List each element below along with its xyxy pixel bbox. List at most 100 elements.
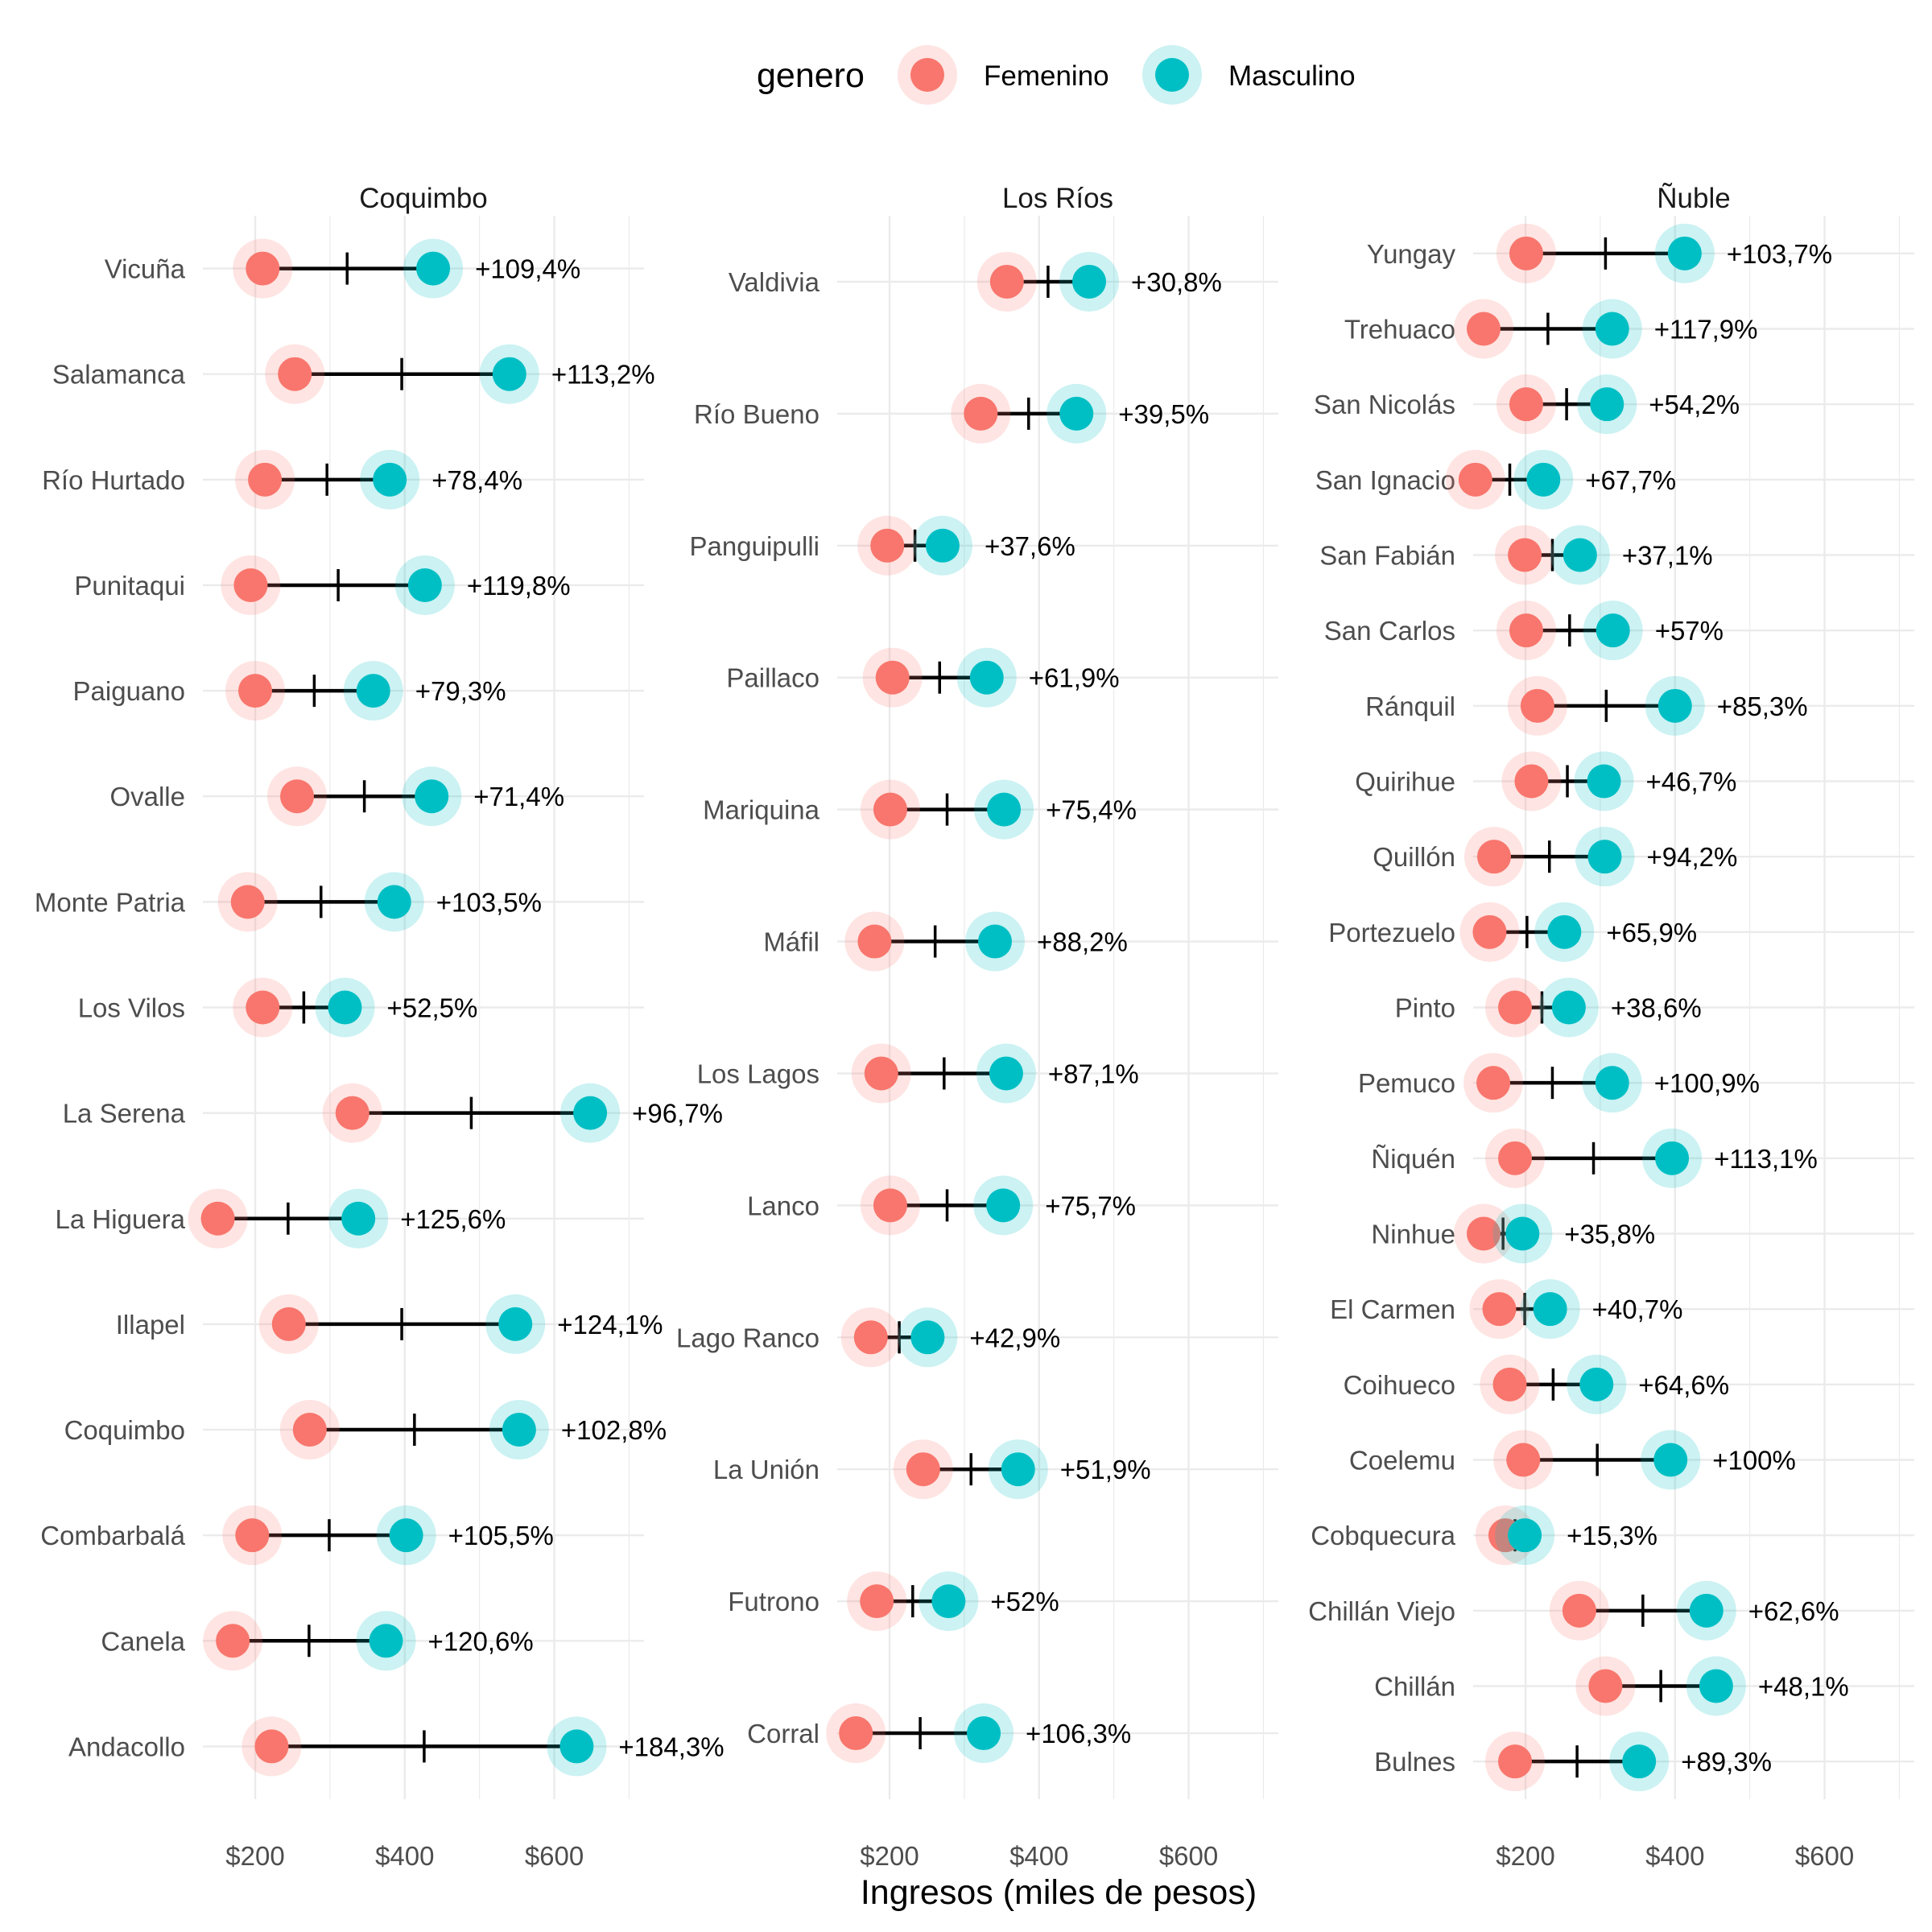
legend-masculino-dot bbox=[1155, 58, 1189, 92]
masculino-point bbox=[416, 251, 451, 286]
category-label: Futrono bbox=[728, 1587, 819, 1616]
femenino-point bbox=[1509, 613, 1543, 648]
category-label: Corral bbox=[747, 1719, 819, 1748]
category-label: Paiguano bbox=[73, 676, 185, 706]
category-label: Cobquecura bbox=[1311, 1521, 1455, 1550]
femenino-point bbox=[989, 264, 1024, 299]
masculino-point bbox=[1551, 990, 1586, 1025]
category-label: Lanco bbox=[747, 1191, 819, 1220]
gap-label: +79,3% bbox=[415, 676, 506, 706]
category-label: Ninhue bbox=[1371, 1220, 1455, 1249]
category-label: Andacollo bbox=[68, 1732, 185, 1761]
masculino-point bbox=[341, 1201, 376, 1236]
category-label: San Ignacio bbox=[1315, 465, 1455, 495]
gap-label: +35,8% bbox=[1564, 1220, 1655, 1249]
gap-label: +94,2% bbox=[1646, 842, 1737, 872]
panels: Coquimbo $200 $400 $600 Vicuña +109,4% Salaman… bbox=[35, 183, 1914, 1871]
femenino-point bbox=[873, 792, 907, 827]
masculino-point bbox=[1657, 688, 1692, 723]
category-label: Illapel bbox=[116, 1310, 185, 1340]
masculino-point bbox=[1526, 462, 1561, 497]
x-axis-title: Ingresos (miles de pesos) bbox=[861, 1873, 1257, 1912]
category-label: La Higuera bbox=[56, 1204, 186, 1234]
femenino-point bbox=[1498, 1744, 1533, 1779]
legend-femenino-label: Femenino bbox=[984, 60, 1109, 92]
masculino-point bbox=[986, 1188, 1021, 1223]
category-label: Monte Patria bbox=[35, 887, 186, 917]
category-label: Mariquina bbox=[703, 795, 820, 825]
gap-label: +78,4% bbox=[431, 465, 522, 495]
panel-0: Coquimbo $200 $400 $600 Vicuña +109,4% Salaman… bbox=[35, 183, 724, 1871]
femenino-point bbox=[873, 1188, 907, 1223]
category-label: Yungay bbox=[1367, 239, 1456, 269]
category-label: Río Hurtado bbox=[42, 465, 185, 495]
masculino-point bbox=[1667, 236, 1702, 270]
masculino-point bbox=[1590, 387, 1624, 422]
gap-label: +102,8% bbox=[561, 1415, 667, 1445]
masculino-point bbox=[1595, 1066, 1629, 1100]
masculino-point bbox=[328, 990, 362, 1025]
femenino-point bbox=[864, 1056, 898, 1091]
femenino-point bbox=[1509, 236, 1543, 270]
category-label: Canela bbox=[101, 1626, 185, 1656]
masculino-point bbox=[1505, 1216, 1540, 1251]
masculino-point bbox=[502, 1413, 536, 1447]
femenino-point bbox=[1562, 1593, 1596, 1628]
gap-label: +103,7% bbox=[1727, 239, 1832, 269]
gap-label: +61,9% bbox=[1029, 663, 1120, 693]
category-label: Chillán bbox=[1374, 1672, 1455, 1702]
category-label: Coquimbo bbox=[64, 1415, 185, 1445]
category-label: Vicuña bbox=[105, 254, 186, 284]
femenino-point bbox=[860, 1584, 894, 1619]
gap-label: +52% bbox=[990, 1587, 1059, 1616]
gap-label: +106,3% bbox=[1026, 1719, 1131, 1748]
gap-label: +38,6% bbox=[1611, 993, 1702, 1023]
gap-label: +103,5% bbox=[436, 887, 542, 917]
category-label: San Nicolás bbox=[1314, 390, 1455, 419]
legend-masculino-label: Masculino bbox=[1228, 60, 1356, 92]
gap-label: +48,1% bbox=[1758, 1672, 1849, 1702]
gap-label: +37,6% bbox=[985, 531, 1075, 561]
gap-label: +30,8% bbox=[1131, 267, 1222, 297]
category-label: Panguipulli bbox=[690, 531, 819, 561]
femenino-point bbox=[271, 1307, 306, 1341]
femenino-point bbox=[870, 528, 905, 563]
masculino-point bbox=[377, 885, 411, 919]
x-tick-label: $200 bbox=[860, 1841, 919, 1871]
masculino-point bbox=[356, 674, 390, 708]
gap-label: +71,4% bbox=[473, 782, 564, 811]
gap-label: +75,4% bbox=[1046, 795, 1137, 825]
masculino-point bbox=[1596, 613, 1630, 648]
femenino-point bbox=[280, 779, 315, 814]
legend-title: genero bbox=[757, 56, 865, 95]
x-tick-label: $400 bbox=[1645, 1841, 1704, 1871]
masculino-point bbox=[1508, 1518, 1542, 1553]
femenino-point bbox=[1477, 840, 1512, 874]
femenino-point bbox=[248, 462, 283, 497]
femenino-point bbox=[1458, 462, 1492, 497]
masculino-point bbox=[1072, 264, 1107, 299]
femenino-point bbox=[278, 357, 312, 391]
panel-2: Ñuble $200 $400 $600 Yungay +103,7% Trehuaco +1… bbox=[1308, 183, 1914, 1871]
panel-title: Los Ríos bbox=[1002, 183, 1113, 214]
masculino-point bbox=[498, 1307, 533, 1341]
x-tick-label: $400 bbox=[375, 1841, 434, 1871]
femenino-point bbox=[246, 990, 280, 1025]
femenino-point bbox=[853, 1320, 888, 1355]
legend: genero Femenino Masculino bbox=[757, 45, 1356, 105]
category-label: Ñiquén bbox=[1371, 1144, 1455, 1174]
femenino-point bbox=[233, 568, 268, 602]
gap-label: +89,3% bbox=[1681, 1747, 1772, 1777]
category-label: Pemuco bbox=[1358, 1068, 1455, 1098]
masculino-point bbox=[925, 528, 960, 563]
gap-label: +15,3% bbox=[1567, 1521, 1657, 1550]
gap-label: +113,1% bbox=[1714, 1144, 1818, 1174]
x-tick-label: $600 bbox=[1159, 1841, 1218, 1871]
gap-label: +40,7% bbox=[1592, 1294, 1683, 1324]
femenino-point bbox=[1472, 914, 1507, 949]
category-label: Punitaqui bbox=[74, 571, 185, 601]
panel-title: Ñuble bbox=[1657, 183, 1730, 214]
masculino-point bbox=[492, 357, 526, 391]
gap-label: +88,2% bbox=[1037, 927, 1128, 957]
